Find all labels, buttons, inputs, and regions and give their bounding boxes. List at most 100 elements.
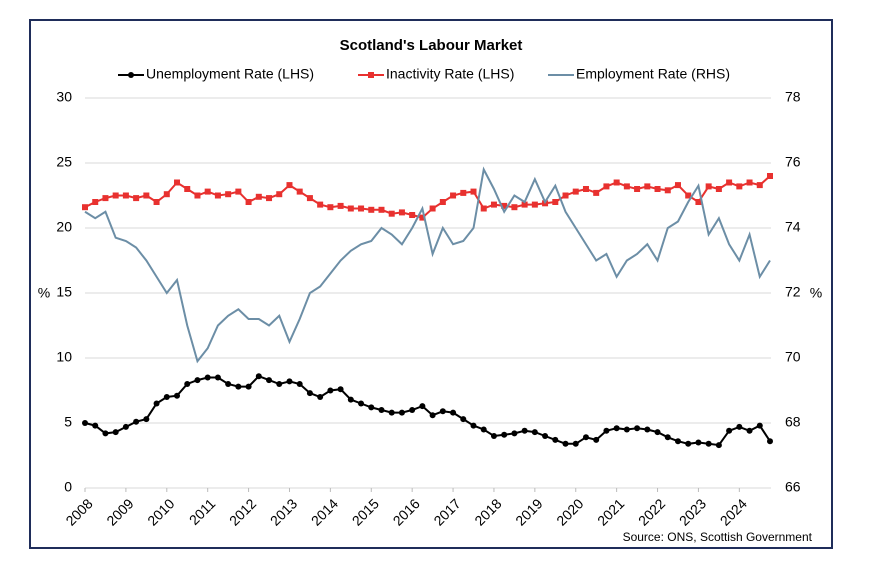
y2-tick-label: 76	[785, 154, 801, 170]
y2-tick-label: 74	[785, 219, 801, 235]
point	[490, 201, 497, 208]
point	[174, 179, 181, 186]
point	[163, 394, 170, 400]
point	[235, 383, 242, 390]
point	[184, 381, 191, 387]
point	[276, 381, 283, 387]
point	[398, 209, 405, 216]
point	[82, 204, 88, 211]
point	[654, 429, 661, 436]
point	[255, 373, 262, 380]
point	[133, 195, 140, 202]
point	[317, 394, 324, 400]
point	[266, 195, 273, 202]
point	[623, 183, 630, 190]
y-tick-label: 10	[56, 349, 72, 365]
point	[409, 212, 416, 218]
y2-tick-label: 78	[785, 89, 801, 105]
point	[245, 383, 252, 390]
point	[572, 440, 579, 447]
point	[439, 408, 446, 415]
point	[122, 423, 129, 430]
point	[112, 192, 119, 199]
point	[112, 429, 119, 436]
point	[644, 183, 651, 190]
y-tick-label: 15	[56, 284, 72, 300]
point	[296, 188, 303, 195]
point	[664, 434, 671, 441]
point	[562, 192, 569, 199]
point	[276, 191, 283, 198]
point	[153, 400, 160, 407]
point	[490, 433, 497, 439]
point	[429, 412, 436, 419]
point	[245, 199, 252, 205]
point	[644, 426, 651, 433]
point	[286, 378, 293, 385]
point	[163, 191, 170, 198]
point	[174, 392, 181, 399]
point	[623, 426, 630, 433]
source: Source: ONS, Scottish Government	[623, 530, 813, 544]
point	[542, 433, 549, 439]
point	[225, 191, 232, 198]
point	[214, 192, 221, 199]
point	[358, 205, 365, 212]
point	[266, 377, 273, 384]
point	[746, 179, 753, 186]
point	[511, 430, 518, 437]
point	[501, 202, 508, 209]
point	[736, 183, 743, 190]
point	[102, 195, 109, 202]
point	[674, 182, 681, 189]
point	[613, 179, 620, 186]
point	[593, 189, 600, 196]
y-tick-label: 20	[56, 219, 72, 235]
point	[133, 418, 140, 425]
point	[368, 206, 375, 213]
point	[767, 438, 773, 445]
point	[306, 390, 313, 397]
point	[122, 192, 129, 199]
point	[603, 183, 610, 190]
point	[337, 386, 344, 393]
point	[460, 416, 467, 423]
point	[184, 186, 191, 192]
point	[715, 186, 722, 192]
legend-label: Employment Rate (RHS)	[576, 66, 730, 82]
y2-axis-label: %	[810, 285, 822, 301]
point	[378, 407, 385, 413]
y-tick-label: 0	[64, 479, 72, 495]
y-tick-label: 25	[56, 154, 72, 170]
point	[531, 201, 538, 208]
point	[756, 422, 763, 429]
point	[306, 195, 313, 202]
point	[726, 179, 733, 186]
y-tick-label: 5	[64, 414, 72, 430]
chart-title: Scotland's Labour Market	[340, 37, 523, 54]
point	[531, 429, 538, 436]
point	[756, 182, 763, 189]
point	[521, 427, 528, 434]
point	[347, 205, 354, 212]
point	[327, 204, 334, 211]
point	[664, 187, 671, 194]
point	[726, 427, 733, 434]
point	[450, 409, 457, 416]
point	[470, 188, 477, 195]
point	[501, 431, 508, 438]
point	[225, 381, 232, 387]
chart-border	[29, 19, 833, 549]
point	[82, 420, 88, 426]
point	[358, 400, 365, 407]
point	[521, 201, 528, 208]
point	[419, 403, 426, 410]
point	[153, 199, 160, 205]
y-tick-label: 30	[56, 89, 72, 105]
point	[143, 416, 150, 423]
point	[562, 440, 569, 447]
legend-label: Inactivity Rate (LHS)	[386, 66, 514, 82]
point	[143, 192, 150, 199]
point	[368, 404, 375, 411]
point	[634, 186, 641, 192]
